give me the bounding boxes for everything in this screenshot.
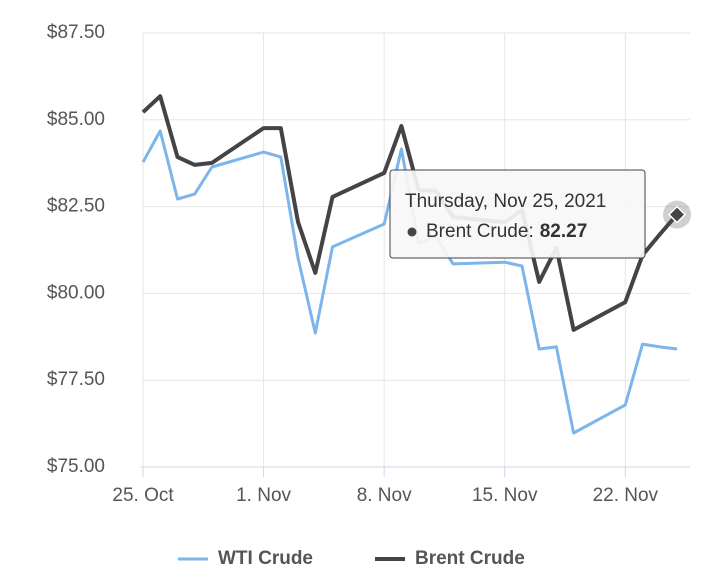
y-tick-label: $82.50: [47, 196, 105, 217]
tooltip-body: Brent Crude: 82.27: [426, 221, 587, 242]
hover-marker: [667, 205, 687, 224]
legend-label: WTI Crude: [218, 548, 313, 569]
tooltip-label: Brent Crude:: [426, 221, 534, 242]
tooltip-dot: [407, 227, 417, 237]
tooltip: Thursday, Nov 25, 2021 Brent Crude: 82.27: [389, 169, 646, 259]
legend-label: Brent Crude: [415, 548, 525, 569]
x-tick-label: 1. Nov: [236, 485, 291, 506]
y-tick-label: $85.00: [47, 109, 105, 130]
series-line: [141, 94, 679, 332]
x-tick-label: 15. Nov: [472, 485, 538, 506]
tooltip-header: Thursday, Nov 25, 2021: [405, 191, 606, 212]
tooltip-box: [389, 169, 646, 259]
x-tick-label: 25. Oct: [112, 485, 174, 506]
x-tick-label: 8. Nov: [357, 485, 412, 506]
y-tick-label: $77.50: [47, 369, 105, 390]
y-tick-label: $80.00: [47, 282, 105, 303]
tooltip-value: 82.27: [540, 221, 588, 242]
y-tick-label: $75.00: [47, 456, 105, 477]
x-tick-label: 22. Nov: [593, 485, 659, 506]
y-tick-label: $87.50: [47, 22, 105, 43]
